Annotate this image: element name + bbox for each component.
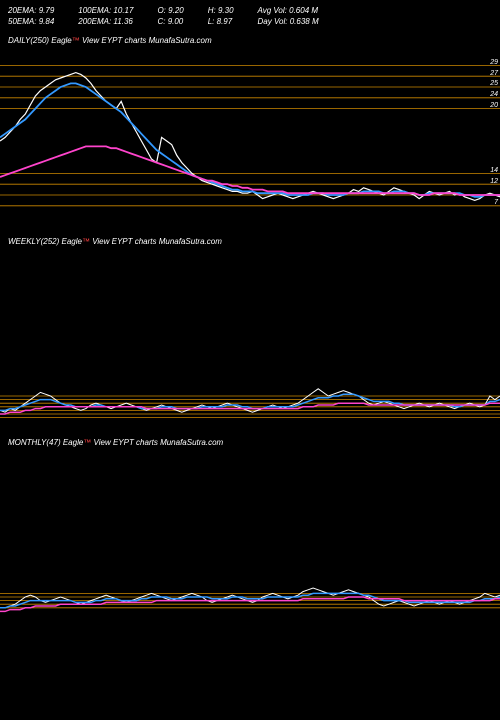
chart-title-1: WEEKLY(252) Eagle™ View EYPT charts Muna… — [0, 231, 500, 252]
stat-avgvol: Avg Vol: 0.604 M — [258, 6, 319, 15]
y-axis-label: 24 — [490, 91, 498, 98]
y-axis-label: 25 — [490, 80, 498, 87]
charts-container: DAILY(250) Eagle™ View EYPT charts Munaf… — [0, 30, 500, 633]
y-axis-label: 14 — [490, 167, 498, 174]
y-axis-label: 12 — [490, 178, 498, 185]
stat-200ema: 200EMA: 11.36 — [78, 17, 133, 26]
stat-50ema: 50EMA: 9.84 — [8, 17, 54, 26]
stat-open: O: 9.20 — [157, 6, 183, 15]
y-axis-label: 20 — [490, 102, 498, 109]
stats-header: 20EMA: 9.79 100EMA: 10.17 O: 9.20 H: 9.3… — [0, 0, 500, 30]
chart-svg-0 — [0, 51, 500, 231]
y-axis-label: 27 — [490, 70, 498, 77]
chart-title-2: MONTHLY(47) Eagle™ View EYPT charts Muna… — [0, 432, 500, 453]
stat-100ema: 100EMA: 10.17 — [78, 6, 133, 15]
stat-close: C: 9.00 — [157, 17, 183, 26]
chart-area-0: 29 27 25 24 20 14 12 7 — [0, 51, 500, 231]
y-axis-label: 29 — [490, 59, 498, 66]
chart-svg-2 — [0, 453, 500, 633]
chart-area-2 — [0, 453, 500, 633]
y-axis-label: 7 — [494, 199, 498, 206]
stat-low: L: 8.97 — [208, 17, 234, 26]
stat-high: H: 9.30 — [208, 6, 234, 15]
chart-area-1 — [0, 252, 500, 432]
chart-title-0: DAILY(250) Eagle™ View EYPT charts Munaf… — [0, 30, 500, 51]
chart-svg-1 — [0, 252, 500, 432]
stat-dayvol: Day Vol: 0.638 M — [258, 17, 319, 26]
stat-20ema: 20EMA: 9.79 — [8, 6, 54, 15]
